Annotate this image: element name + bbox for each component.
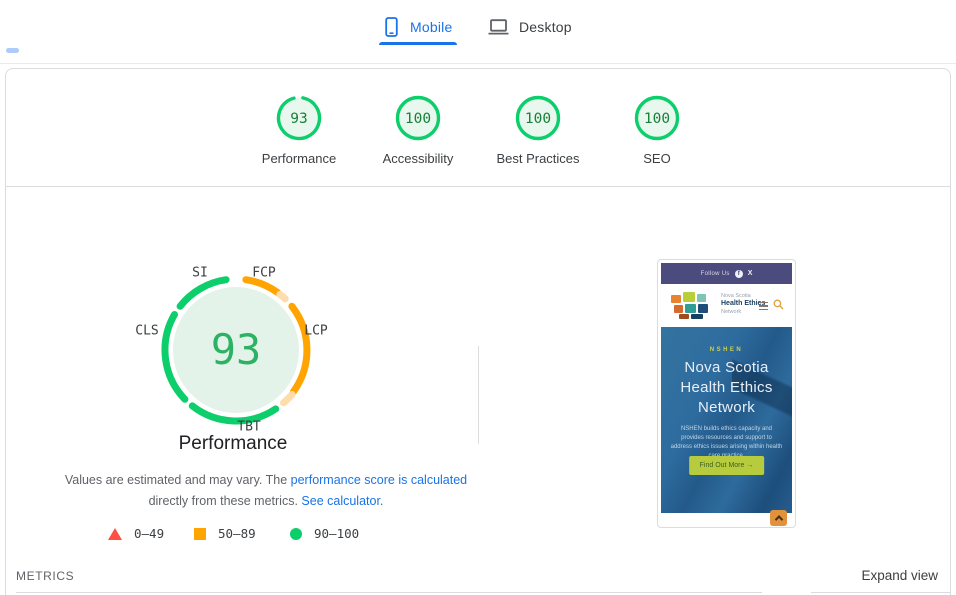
screenshot-hero: NSHEN Nova Scotia Health Ethics Network NS… — [661, 327, 792, 513]
score-category-label: Best Practices — [496, 151, 580, 166]
metric-label-si: SI — [192, 265, 208, 281]
gauge-title: Performance — [178, 433, 288, 454]
active-tab-underline — [379, 42, 457, 45]
gauge-arc-lcp-pale — [280, 391, 296, 407]
see-calculator-link[interactable]: See calculator. — [301, 493, 384, 508]
vertical-divider — [478, 346, 479, 444]
nshen-logo-icon — [671, 292, 708, 319]
back-to-top-icon — [770, 510, 787, 526]
hero-title-line3: Network — [697, 398, 756, 416]
facebook-icon: f — [734, 269, 743, 278]
legend-label: 50–89 — [218, 526, 256, 541]
tab-mobile[interactable]: Mobile — [383, 13, 452, 41]
score-category-label: SEO — [643, 151, 671, 166]
tab-desktop[interactable]: Desktop — [488, 13, 572, 41]
search-icon — [773, 299, 784, 310]
tab-mobile-label: Mobile — [410, 19, 453, 35]
device-tab-bar: Mobile Desktop — [0, 0, 956, 64]
metric-label-tbt: TBT — [237, 419, 261, 435]
legend-range-high: 90–100 — [290, 526, 359, 541]
score-value: 100 — [525, 111, 551, 127]
score-ring-icon: 100 — [395, 95, 441, 141]
metrics-section-title: METRICS — [16, 569, 75, 583]
report-card: 93 Performance 100 Accessibility 100 Bes… — [5, 68, 951, 595]
score-value: 100 — [644, 111, 670, 127]
metric-label-cls: CLS — [135, 323, 159, 339]
metrics-column-divider-left — [16, 592, 762, 593]
smartphone-icon — [385, 17, 398, 37]
disclaimer-text-1: Values are estimated and may vary. The — [64, 473, 291, 487]
score-ring-icon: 100 — [634, 95, 680, 141]
hero-title: Nova Scotia Health Ethics Network — [661, 358, 792, 417]
score-category-label: Performance — [261, 151, 337, 166]
disclaimer-text-2: directly from these metrics. — [148, 493, 302, 508]
laptop-icon — [488, 19, 509, 35]
score-seo[interactable]: 100 SEO — [597, 94, 717, 166]
gauge-arc-fcp-pale — [276, 290, 289, 303]
gauge-score-value: 93 — [211, 325, 262, 374]
score-performance[interactable]: 93 Performance — [239, 94, 359, 166]
section-divider — [6, 186, 950, 187]
calculation-link[interactable]: performance score is calculated — [290, 473, 468, 487]
site-logo-text: Nova Scotia Health Ethics Network — [721, 293, 765, 316]
score-ring-icon: 93 — [276, 95, 322, 141]
score-value: 100 — [405, 111, 431, 127]
score-accessibility[interactable]: 100 Accessibility — [358, 94, 478, 166]
logo-line-1: Nova Scotia — [721, 293, 751, 299]
legend-range-mid: 50–89 — [194, 526, 256, 541]
metric-label-fcp: FCP — [252, 265, 276, 281]
score-disclaimer: Values are estimated and may vary. The p… — [51, 470, 481, 511]
gauge-arc-lcp — [288, 302, 311, 396]
gauge-arc-tbt — [188, 402, 280, 425]
x-twitter-icon: X — [747, 270, 753, 277]
screenshot-site-header: Nova Scotia Health Ethics Network — [661, 284, 792, 327]
find-out-more-button: Find Out More → — [688, 456, 765, 475]
orange-square-icon — [194, 527, 206, 540]
legend-range-low: 0–49 — [108, 526, 164, 541]
red-triangle-icon — [108, 527, 122, 540]
logo-line-2: Health Ethics — [721, 299, 766, 307]
performance-gauge: 93 — [161, 276, 311, 425]
gauge-arc-fcp — [242, 276, 282, 297]
logo-line-3: Network — [721, 308, 742, 315]
chevron-up-icon — [774, 515, 783, 524]
hero-kicker: NSHEN — [709, 347, 744, 353]
green-circle-icon — [290, 527, 302, 540]
decorative-blue-dash — [6, 48, 19, 53]
legend-label: 90–100 — [314, 526, 360, 541]
metrics-column-divider-right — [811, 592, 950, 593]
score-best-practices[interactable]: 100 Best Practices — [478, 94, 598, 166]
screenshot-topbar: Follow Us f X — [661, 263, 792, 284]
hamburger-menu-icon — [759, 302, 768, 312]
score-category-label: Accessibility — [382, 151, 454, 166]
hero-title-line2: Health Ethics — [680, 378, 773, 396]
gauge-arc-cls — [161, 311, 189, 403]
page-screenshot-thumbnail[interactable]: Follow Us f X Nova Scotia Health Et — [657, 259, 796, 528]
follow-us-label: Follow Us — [700, 270, 730, 277]
legend-label: 0–49 — [134, 526, 165, 541]
score-ring-icon: 100 — [515, 95, 561, 141]
score-value: 93 — [290, 111, 307, 127]
tab-desktop-label: Desktop — [519, 19, 572, 35]
hero-title-line1: Nova Scotia — [684, 359, 769, 376]
gauge-arc-si — [176, 276, 230, 310]
metric-label-lcp: LCP — [304, 323, 328, 339]
expand-view-button[interactable]: Expand view — [861, 568, 938, 583]
